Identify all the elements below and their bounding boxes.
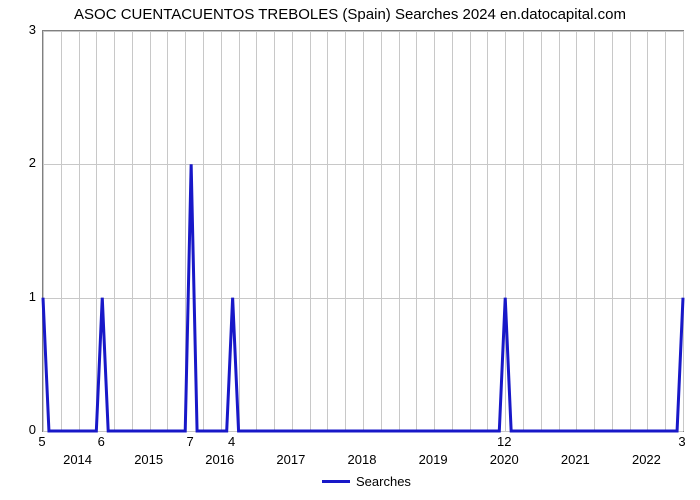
- peak-value-label: 4: [228, 434, 235, 449]
- grid-line-v: [683, 31, 684, 431]
- x-tick-label: 2015: [134, 452, 163, 467]
- y-tick-label: 2: [18, 155, 36, 170]
- y-tick-label: 3: [18, 22, 36, 37]
- y-tick-label: 1: [18, 289, 36, 304]
- x-tick-label: 2022: [632, 452, 661, 467]
- y-tick-label: 0: [18, 422, 36, 437]
- x-tick-label: 2018: [348, 452, 377, 467]
- plot-area: [42, 30, 684, 432]
- x-tick-label: 2016: [205, 452, 234, 467]
- x-tick-label: 2021: [561, 452, 590, 467]
- x-tick-label: 2017: [276, 452, 305, 467]
- legend-swatch: [322, 480, 350, 483]
- peak-value-label: 6: [98, 434, 105, 449]
- peak-value-label: 3: [678, 434, 685, 449]
- x-tick-label: 2019: [419, 452, 448, 467]
- x-tick-label: 2014: [63, 452, 92, 467]
- legend-label: Searches: [356, 474, 411, 489]
- peak-value-label: 7: [187, 434, 194, 449]
- series-line: [43, 31, 683, 431]
- peak-value-label: 5: [38, 434, 45, 449]
- x-tick-label: 2020: [490, 452, 519, 467]
- chart-title: ASOC CUENTACUENTOS TREBOLES (Spain) Sear…: [0, 6, 700, 23]
- peak-value-label: 12: [497, 434, 511, 449]
- legend: Searches: [322, 474, 411, 489]
